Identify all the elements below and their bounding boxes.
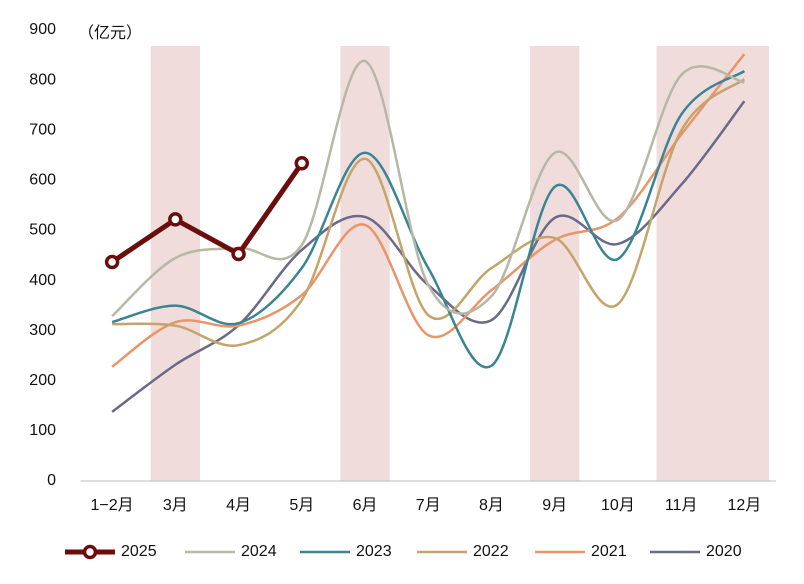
y-tick-label: 0 [47,472,56,489]
shade-band [340,46,390,481]
shade-band [681,46,745,481]
y-tick-label: 200 [29,372,56,389]
legend-marker [82,544,98,560]
y-tick-label: 500 [29,222,56,239]
y-tick-label: 400 [29,272,56,289]
series-line [111,59,745,318]
y-tick-label: 800 [29,71,56,88]
data-point [104,254,120,270]
legend-label: 2025 [121,543,157,560]
unit-label: （亿元） [78,24,142,42]
x-tick-label: 3月 [163,497,188,514]
y-tick-label: 900 [29,21,56,38]
series-line [112,78,746,348]
x-tick-label: 7月 [416,497,441,514]
y-tick-label: 700 [29,121,56,138]
legend-label: 2022 [473,543,509,560]
y-tick-label: 300 [29,322,56,339]
shade-band [150,46,200,481]
series-line [110,161,304,265]
x-tick-label: 9月 [542,497,567,514]
legend-label: 2024 [241,543,277,560]
legend-label: 2021 [591,543,627,560]
x-tick-label: 4月 [226,497,251,514]
series-line [111,53,746,368]
legend-label: 2023 [356,543,392,560]
data-point [231,246,246,262]
x-tick-label: 11月 [665,497,698,514]
series-line [111,100,746,413]
data-point [168,212,183,227]
legend-label: 2020 [706,543,742,560]
y-tick-label: 600 [29,172,56,189]
x-tick-label: 12月 [727,497,761,514]
x-tick-label: 1−2月 [91,497,134,514]
shade-band [530,46,580,481]
y-tick-label: 100 [29,422,56,439]
data-point [294,156,310,171]
x-tick-label: 8月 [479,497,504,514]
x-tick-label: 10月 [601,497,635,514]
x-tick-label: 5月 [289,497,314,514]
x-tick-label: 6月 [353,497,378,514]
